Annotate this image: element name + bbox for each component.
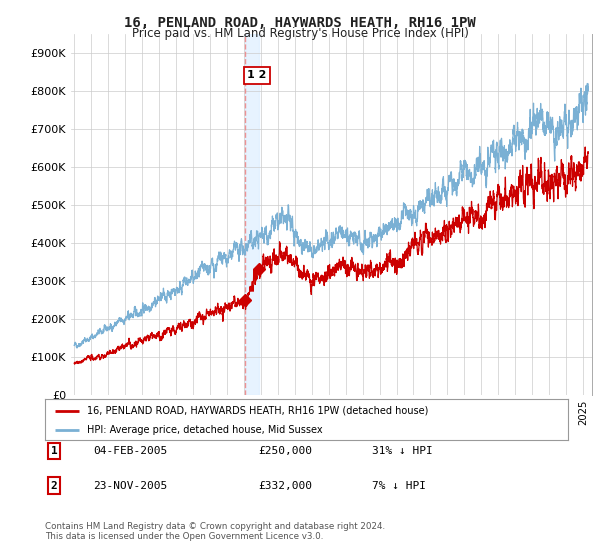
Text: 23-NOV-2005: 23-NOV-2005 xyxy=(93,480,167,491)
Text: 7% ↓ HPI: 7% ↓ HPI xyxy=(372,480,426,491)
Text: £332,000: £332,000 xyxy=(258,480,312,491)
Text: 16, PENLAND ROAD, HAYWARDS HEATH, RH16 1PW (detached house): 16, PENLAND ROAD, HAYWARDS HEATH, RH16 1… xyxy=(87,405,428,416)
Text: Price paid vs. HM Land Registry's House Price Index (HPI): Price paid vs. HM Land Registry's House … xyxy=(131,27,469,40)
Text: 31% ↓ HPI: 31% ↓ HPI xyxy=(372,446,433,456)
Text: HPI: Average price, detached house, Mid Sussex: HPI: Average price, detached house, Mid … xyxy=(87,424,322,435)
Text: 2: 2 xyxy=(50,480,58,491)
Text: 16, PENLAND ROAD, HAYWARDS HEATH, RH16 1PW: 16, PENLAND ROAD, HAYWARDS HEATH, RH16 1… xyxy=(124,16,476,30)
Text: 1: 1 xyxy=(50,446,58,456)
Text: 1 2: 1 2 xyxy=(247,71,266,81)
Bar xyxy=(245,34,259,395)
Text: Contains HM Land Registry data © Crown copyright and database right 2024.
This d: Contains HM Land Registry data © Crown c… xyxy=(45,522,385,542)
Text: £250,000: £250,000 xyxy=(258,446,312,456)
Text: 04-FEB-2005: 04-FEB-2005 xyxy=(93,446,167,456)
